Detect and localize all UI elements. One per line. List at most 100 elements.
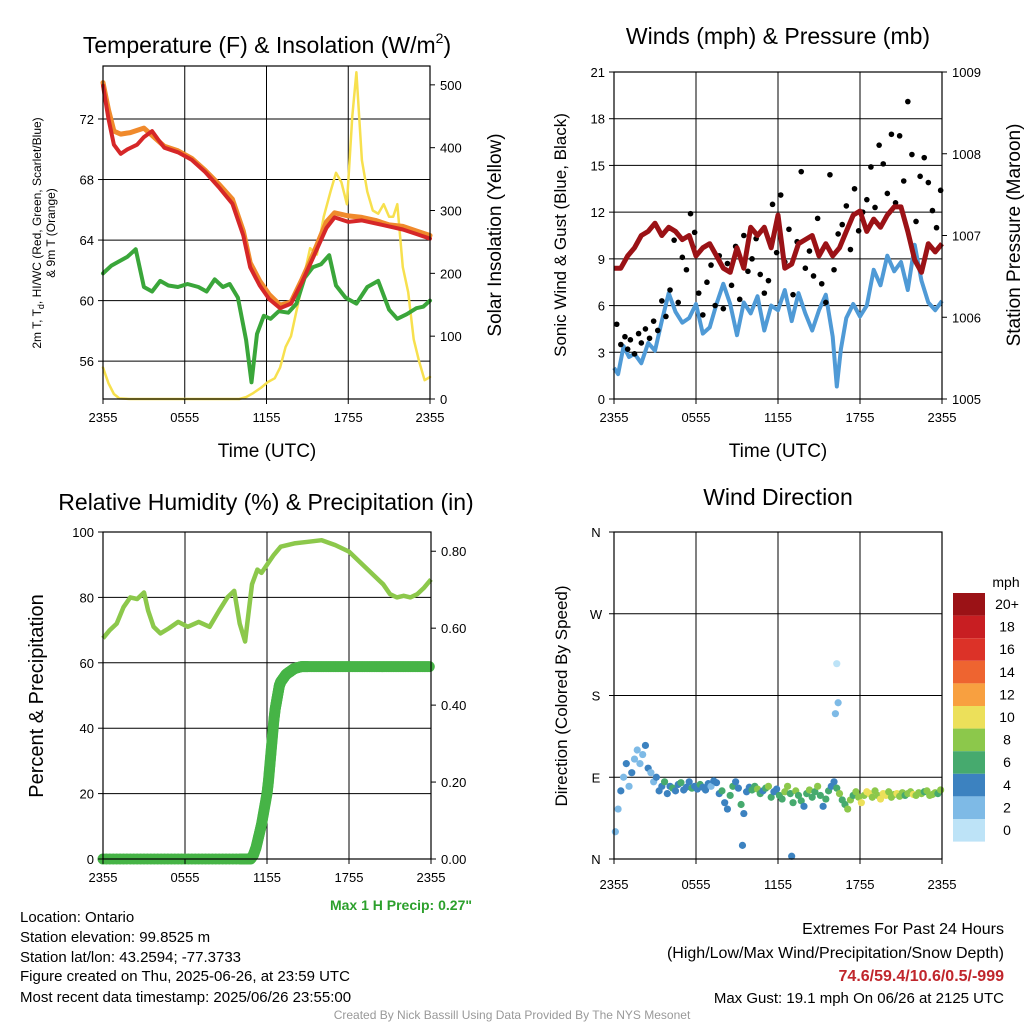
y-tick-label: N bbox=[591, 852, 600, 867]
direction-point bbox=[885, 788, 893, 796]
gust-point bbox=[855, 228, 862, 234]
direction-title: Wind Direction bbox=[703, 484, 853, 510]
direction-point bbox=[789, 799, 797, 807]
x-tick-label: 1755 bbox=[334, 410, 363, 425]
direction-point bbox=[876, 795, 885, 803]
legend-label: 2 bbox=[1003, 799, 1011, 815]
direction-point bbox=[712, 779, 721, 787]
y2-tick-label: 400 bbox=[440, 141, 462, 156]
y2-tick-label: 1008 bbox=[952, 147, 981, 162]
legend-swatch bbox=[953, 683, 985, 706]
direction-point bbox=[868, 793, 876, 801]
direction-point bbox=[652, 773, 660, 781]
y2-tick-label: 0.80 bbox=[441, 544, 466, 559]
y-tick-label: 56 bbox=[80, 354, 94, 369]
gust-point bbox=[708, 262, 714, 268]
gust-point bbox=[827, 171, 833, 178]
x-tick-label: 1155 bbox=[253, 410, 281, 425]
gust-point bbox=[777, 192, 784, 198]
y2-tick-label: 200 bbox=[440, 266, 462, 281]
direction-point bbox=[778, 795, 786, 803]
credit-line: Created By Nick Bassill Using Data Provi… bbox=[334, 1008, 691, 1022]
gust-point bbox=[917, 173, 923, 180]
temperature-panel: Temperature (F) & Insolation (W/m2) 56 60… bbox=[30, 30, 506, 462]
station-info: Location: Ontario Station elevation: 99.… bbox=[20, 909, 351, 1006]
gust-point bbox=[671, 237, 677, 243]
gust-point bbox=[876, 142, 882, 148]
x-tick-label: 2355 bbox=[89, 870, 118, 885]
gust-point bbox=[761, 290, 768, 296]
direction-point bbox=[721, 799, 729, 807]
direction-point bbox=[781, 788, 789, 796]
temperature-ylabel-line1: 2m T, Td, HI/WC (Red, Green, Scarlet/Blu… bbox=[30, 117, 46, 348]
winds-y-ticks: 0 3 6 9 12 15 18 21 bbox=[591, 65, 614, 407]
legend-label: 20+ bbox=[995, 596, 1019, 612]
gust-point bbox=[622, 333, 628, 340]
x-tick-label: 2355 bbox=[928, 410, 957, 425]
direction-point bbox=[822, 795, 830, 803]
gust-point bbox=[736, 296, 743, 303]
y2-tick-label: 0.20 bbox=[441, 775, 466, 790]
extremes-subheading: (High/Low/Max Wind/Precipitation/Snow De… bbox=[667, 945, 1004, 962]
direction-point bbox=[855, 793, 863, 801]
direction-point bbox=[611, 828, 619, 836]
direction-point bbox=[625, 782, 633, 790]
direction-point bbox=[677, 779, 685, 787]
legend-swatch bbox=[953, 615, 985, 639]
gust-point bbox=[667, 287, 673, 293]
legend-label: 16 bbox=[999, 641, 1015, 657]
direction-point bbox=[737, 800, 745, 809]
direction-point bbox=[647, 769, 655, 777]
winds-ylabel-right: Station Pressure (Maroon) bbox=[1004, 124, 1024, 347]
winds-y2-ticks: 1005 1006 1007 1008 1009 bbox=[942, 65, 981, 407]
y-tick-label: 0 bbox=[598, 392, 605, 407]
max-precip-label: Max 1 H Precip: 0.27" bbox=[330, 897, 472, 913]
info-recent: Most recent data timestamp: 2025/06/26 2… bbox=[20, 989, 351, 1006]
x-tick-label: 2355 bbox=[417, 870, 446, 885]
gust-point bbox=[704, 279, 710, 286]
temperature-series bbox=[100, 71, 433, 401]
gust-point bbox=[769, 201, 776, 208]
x-tick-label: 2355 bbox=[89, 410, 118, 425]
y2-tick-label: 0.00 bbox=[441, 852, 466, 867]
direction-point bbox=[701, 786, 710, 794]
gust-point bbox=[700, 312, 706, 318]
direction-point bbox=[764, 782, 773, 790]
gust-point bbox=[749, 256, 755, 262]
y-tick-label: 60 bbox=[80, 656, 94, 671]
y2-tick-label: 300 bbox=[440, 204, 462, 219]
temp9m-line bbox=[100, 80, 433, 308]
extremes-values: 74.6/59.4/10.6/0.5/-999 bbox=[839, 968, 1005, 985]
legend-title: mph bbox=[992, 574, 1019, 590]
y2-tick-label: 1005 bbox=[952, 392, 981, 407]
direction-point bbox=[726, 791, 734, 800]
extremes-heading: Extremes For Past 24 Hours bbox=[802, 921, 1004, 938]
gust-point bbox=[847, 246, 854, 253]
y-tick-label: 68 bbox=[80, 173, 94, 188]
gust-point bbox=[835, 231, 841, 237]
gust-point bbox=[880, 161, 887, 167]
direction-point bbox=[619, 773, 628, 781]
direction-point bbox=[805, 786, 814, 794]
rh-line bbox=[101, 537, 433, 644]
gust-point bbox=[613, 321, 620, 328]
legend-swatch bbox=[953, 638, 985, 661]
temperature-xlabel: Time (UTC) bbox=[218, 441, 317, 462]
direction-point bbox=[732, 778, 740, 786]
info-location: Location: Ontario bbox=[20, 909, 134, 926]
gust-point bbox=[679, 254, 686, 261]
gust-point bbox=[814, 215, 821, 222]
direction-point bbox=[723, 805, 732, 813]
direction-point bbox=[614, 805, 622, 813]
temperature-y-ticks: 56 60 64 68 72 bbox=[80, 112, 103, 369]
gust-point bbox=[913, 218, 919, 225]
x-tick-label: 2355 bbox=[416, 410, 445, 425]
temperature-ylabel-right: Solar Insolation (Yellow) bbox=[485, 133, 506, 336]
direction-point bbox=[786, 790, 794, 798]
direction-point bbox=[816, 791, 824, 800]
wind-line bbox=[612, 242, 944, 389]
gust-point bbox=[921, 154, 928, 161]
x-tick-label: 2355 bbox=[928, 877, 957, 892]
legend-label: 6 bbox=[1003, 754, 1011, 770]
